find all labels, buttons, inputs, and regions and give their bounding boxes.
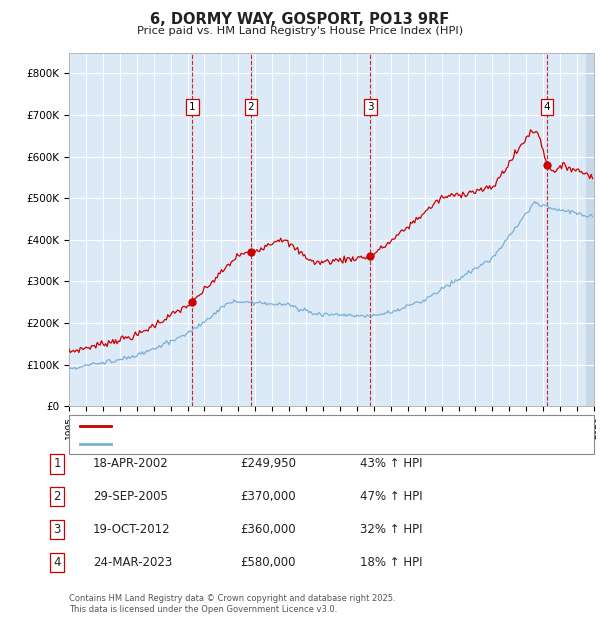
Text: 32% ↑ HPI: 32% ↑ HPI (360, 523, 422, 536)
Text: £370,000: £370,000 (240, 490, 296, 503)
Text: £360,000: £360,000 (240, 523, 296, 536)
Text: 43% ↑ HPI: 43% ↑ HPI (360, 458, 422, 470)
Text: £249,950: £249,950 (240, 458, 296, 470)
Text: Price paid vs. HM Land Registry's House Price Index (HPI): Price paid vs. HM Land Registry's House … (137, 26, 463, 36)
Text: 47% ↑ HPI: 47% ↑ HPI (360, 490, 422, 503)
Text: 2: 2 (53, 490, 61, 503)
Text: 18-APR-2002: 18-APR-2002 (93, 458, 169, 470)
Bar (586, 53, 600, 406)
Text: 4: 4 (53, 556, 61, 569)
Text: Contains HM Land Registry data © Crown copyright and database right 2025.
This d: Contains HM Land Registry data © Crown c… (69, 595, 395, 614)
Text: £580,000: £580,000 (240, 556, 296, 569)
Text: 3: 3 (367, 102, 374, 112)
Text: HPI: Average price, detached house, Gosport: HPI: Average price, detached house, Gosp… (118, 439, 353, 450)
Text: 29-SEP-2005: 29-SEP-2005 (93, 490, 168, 503)
Text: 1: 1 (189, 102, 196, 112)
Text: 4: 4 (544, 102, 550, 112)
Text: 6, DORMY WAY, GOSPORT, PO13 9RF (detached house): 6, DORMY WAY, GOSPORT, PO13 9RF (detache… (118, 421, 404, 431)
Text: 2: 2 (248, 102, 254, 112)
Text: 24-MAR-2023: 24-MAR-2023 (93, 556, 172, 569)
Text: 6, DORMY WAY, GOSPORT, PO13 9RF: 6, DORMY WAY, GOSPORT, PO13 9RF (151, 12, 449, 27)
Text: 1: 1 (53, 458, 61, 470)
Text: 18% ↑ HPI: 18% ↑ HPI (360, 556, 422, 569)
Text: 19-OCT-2012: 19-OCT-2012 (93, 523, 170, 536)
Text: 3: 3 (53, 523, 61, 536)
